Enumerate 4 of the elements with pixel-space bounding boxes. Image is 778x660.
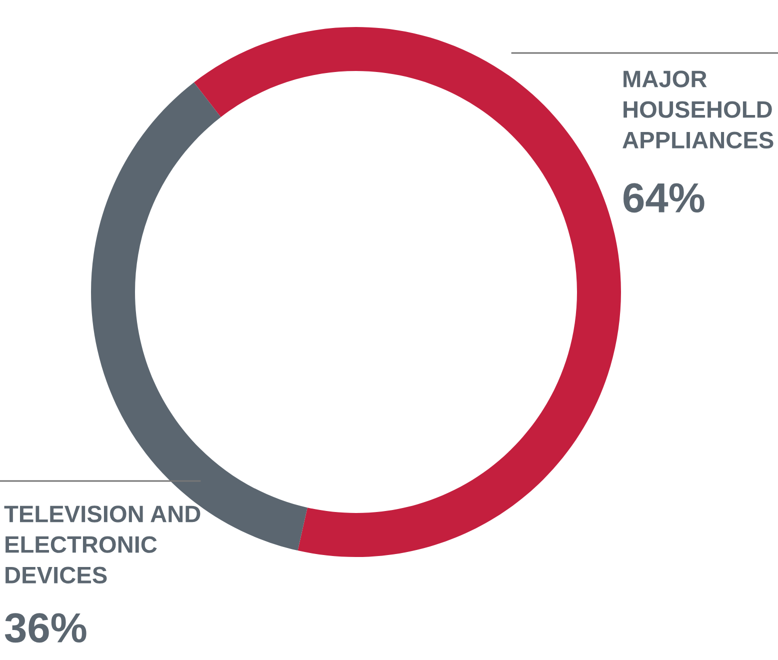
slice-label: MAJOR HOUSEHOLD APPLIANCES: [622, 70, 774, 148]
data-label: 64%: [624, 183, 704, 213]
data-label: 36%: [4, 613, 86, 643]
slice-label: TELEVISION AND ELECTRONIC DEVICES: [4, 506, 200, 584]
